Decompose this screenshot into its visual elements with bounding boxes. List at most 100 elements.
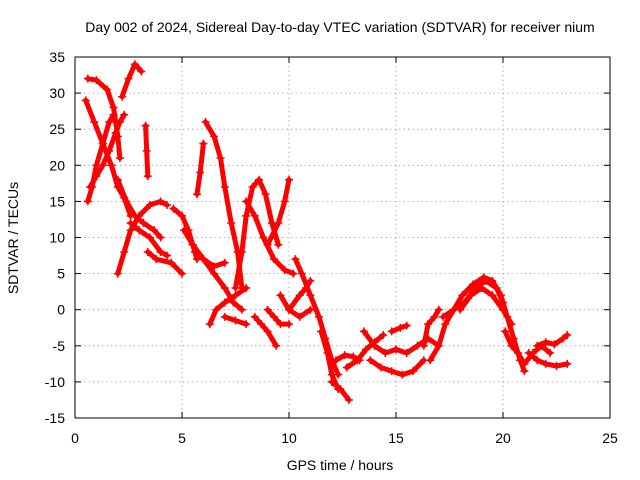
data-point [242, 197, 251, 206]
data-point [178, 211, 186, 220]
data-point [167, 258, 176, 267]
data-point [280, 265, 289, 274]
data-point [192, 190, 201, 199]
series-arc-22 [263, 305, 293, 329]
data-point [126, 219, 135, 228]
data-point [139, 219, 148, 228]
data-point [231, 316, 240, 325]
data-point [524, 349, 533, 358]
data-point [379, 330, 388, 339]
data-point [499, 305, 507, 314]
data-point [85, 182, 94, 191]
x-axis-label: GPS time / hours [287, 457, 394, 473]
data-point [180, 226, 189, 235]
series-arc-10 [143, 247, 186, 278]
series-arc-39 [524, 349, 572, 371]
series-trace [421, 307, 442, 349]
data-point [501, 327, 510, 336]
data-point [426, 356, 435, 365]
data-point [327, 370, 336, 379]
data-point [98, 161, 107, 170]
data-point [130, 211, 139, 220]
series-arc-32 [387, 321, 411, 336]
data-point [98, 139, 107, 148]
data-point [344, 395, 353, 404]
data-point [336, 385, 345, 394]
data-point [92, 172, 101, 181]
series-arc-4 [85, 110, 129, 191]
data-point [152, 255, 161, 264]
data-point [306, 291, 315, 300]
series-trace [265, 177, 292, 248]
data-point [392, 345, 400, 354]
data-point [220, 182, 229, 191]
data-point [201, 117, 210, 126]
series-arc-13 [192, 139, 208, 199]
grid [75, 57, 610, 418]
series-arc-19 [250, 312, 281, 350]
data-point [105, 117, 114, 126]
data-point [550, 340, 559, 349]
data-point [342, 363, 351, 372]
data-point [295, 312, 304, 321]
data-point [439, 312, 448, 321]
series-trace [115, 177, 164, 240]
data-point [387, 367, 396, 376]
data-point [434, 341, 443, 350]
data-point [359, 327, 368, 336]
series-arc-3 [83, 110, 118, 206]
data-point [353, 356, 362, 365]
data-point [323, 349, 332, 358]
data-point [285, 305, 293, 314]
data-point [216, 154, 225, 163]
data-point [199, 139, 208, 148]
data-point [274, 240, 283, 249]
data-point [255, 175, 264, 184]
data-point [295, 291, 304, 300]
data-point [135, 226, 144, 235]
series-arc-8 [113, 175, 165, 242]
data-point [507, 320, 516, 329]
data-point [458, 291, 467, 300]
data-point [306, 276, 315, 285]
data-point [270, 312, 279, 321]
y-axis-label: SDTVAR / TECUs [5, 182, 21, 294]
data-point [229, 298, 238, 307]
series-arc-40 [533, 330, 572, 350]
series-arc-27 [327, 377, 353, 404]
data-point [113, 269, 122, 278]
data-point [466, 291, 475, 300]
data-point [366, 356, 375, 365]
data-point [492, 284, 501, 293]
data-point [83, 197, 92, 206]
data-point [188, 240, 197, 249]
data-point [141, 121, 150, 130]
data-point [137, 67, 146, 76]
data-point [242, 320, 251, 329]
series-trace [145, 249, 185, 277]
data-point [396, 323, 405, 332]
data-point [231, 284, 240, 293]
data-point [163, 251, 172, 260]
data-point [212, 305, 221, 314]
data-point [520, 359, 529, 368]
series-arc-31 [366, 356, 428, 379]
data-point [488, 291, 497, 300]
series-arc-15 [190, 247, 246, 314]
data-point [90, 117, 99, 126]
data-point [122, 197, 131, 206]
y-tick-label: 35 [49, 49, 65, 65]
data-point [297, 269, 306, 278]
data-point [409, 367, 418, 376]
y-tick-label: 25 [49, 121, 65, 137]
data-point [190, 247, 199, 256]
data-point [103, 85, 112, 94]
y-tick-label: -5 [53, 338, 66, 354]
data-point [250, 312, 259, 321]
data-point [145, 201, 154, 210]
data-point [156, 197, 165, 206]
axis-ticks: 0 5 10 15 20 25 -15 -10 -5 0 5 10 15 20 25 30 35 [45, 49, 618, 446]
data-point [163, 201, 172, 210]
series-arc-6 [141, 121, 152, 181]
